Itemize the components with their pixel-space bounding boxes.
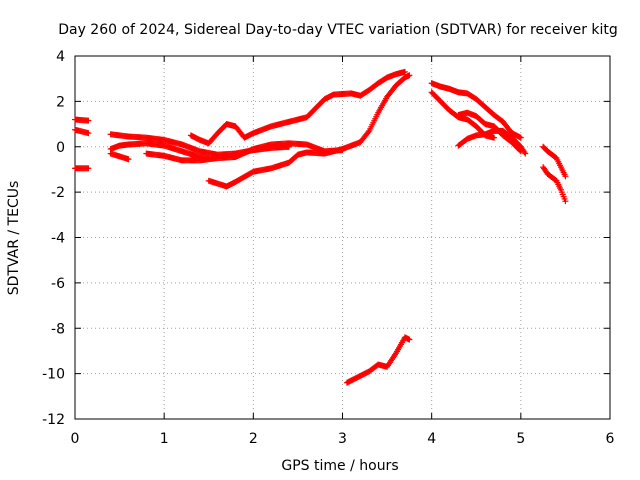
x-tick-label: 1 <box>160 431 169 447</box>
x-tick-label: 6 <box>606 431 615 447</box>
data-point <box>401 68 408 75</box>
series-arc-11 <box>428 80 524 141</box>
series-arc-16 <box>540 164 569 205</box>
y-tick-label: 4 <box>56 49 65 65</box>
data-point <box>522 150 529 157</box>
y-tick-label: -2 <box>51 185 65 201</box>
series-arc-7 <box>187 68 408 147</box>
data-point <box>85 165 92 172</box>
series-arc-10 <box>343 334 413 386</box>
x-tick-label: 3 <box>338 431 347 447</box>
x-tick-label: 5 <box>516 431 525 447</box>
series-arc-14 <box>455 127 529 157</box>
x-tick-label: 2 <box>249 431 258 447</box>
series-arc-1 <box>72 116 92 124</box>
data-point <box>365 129 372 136</box>
chart-title: Day 260 of 2024, Sidereal Day-to-day VTE… <box>58 22 618 38</box>
series-arc-9 <box>143 140 346 164</box>
y-axis-label: SDTVAR / TECUs <box>6 181 22 296</box>
y-tick-label: -10 <box>42 367 65 383</box>
series-arc-5 <box>107 150 132 163</box>
y-tick-label: -12 <box>42 412 65 428</box>
grid <box>75 56 610 419</box>
data-point <box>491 134 498 141</box>
data-point <box>517 134 524 141</box>
series-arc-15 <box>540 143 569 180</box>
data-point <box>339 147 346 154</box>
x-axis-label: GPS time / hours <box>281 458 398 474</box>
x-tick-label: 0 <box>71 431 80 447</box>
data-point <box>521 149 528 156</box>
y-tick-label: 2 <box>56 94 65 110</box>
data-point <box>406 336 413 343</box>
data-points <box>72 68 569 386</box>
data-point <box>125 156 132 163</box>
x-axis: 0 1 2 3 4 5 6 <box>71 56 615 447</box>
series-arc-6 <box>107 140 212 162</box>
y-tick-label: -4 <box>51 231 65 247</box>
y-tick-label: -6 <box>51 276 65 292</box>
data-point <box>85 130 92 137</box>
series-arc-2 <box>72 126 92 137</box>
data-point <box>562 173 569 180</box>
y-tick-label: 0 <box>56 140 65 156</box>
data-point <box>406 72 413 79</box>
x-tick-label: 4 <box>427 431 436 447</box>
series-arc-3 <box>72 165 92 172</box>
y-tick-label: -8 <box>51 321 65 337</box>
data-point <box>85 117 92 124</box>
data-point <box>562 198 569 205</box>
y-axis: -12 -10 -8 -6 -4 -2 0 2 4 <box>42 49 610 428</box>
